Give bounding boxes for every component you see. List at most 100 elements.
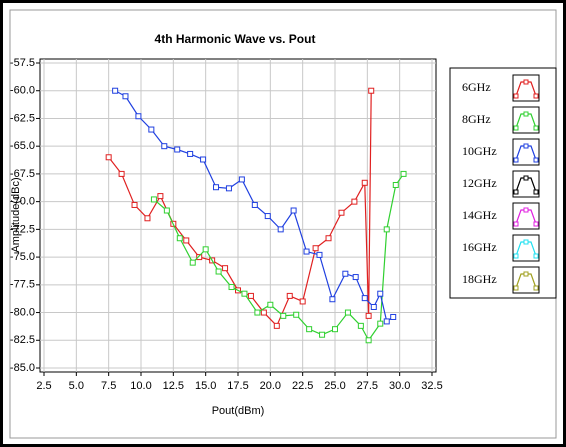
point-marker — [157, 193, 164, 200]
point-marker — [352, 274, 359, 281]
point-marker — [338, 209, 345, 216]
chart-title: 4th Harmonic Wave vs. Pout — [155, 32, 316, 46]
legend-marker — [513, 125, 519, 131]
legend-marker — [533, 93, 539, 99]
point-marker — [400, 170, 407, 177]
point-marker — [189, 259, 196, 266]
legend-label: 14GHz — [462, 208, 497, 222]
point-marker — [306, 326, 313, 333]
point-marker — [280, 312, 287, 319]
legend-marker — [523, 111, 529, 117]
point-marker — [148, 126, 155, 133]
y-axis-label: Amplitude(dBc) — [10, 177, 22, 252]
point-marker — [293, 311, 300, 318]
x-tick-label: 27.5 — [357, 380, 378, 392]
point-marker — [254, 309, 261, 316]
point-marker — [264, 213, 271, 220]
point-marker — [377, 290, 384, 297]
point-marker — [122, 93, 129, 100]
y-tick-label: -80.0 — [10, 306, 35, 318]
legend-marker — [513, 93, 519, 99]
x-tick-label: 25.0 — [324, 380, 345, 392]
legend-marker — [513, 221, 519, 227]
legend-marker — [533, 125, 539, 131]
point-marker — [196, 254, 203, 261]
legend-marker — [523, 271, 529, 277]
y-tick-label: -75.0 — [10, 251, 35, 263]
point-marker — [312, 245, 319, 252]
point-marker — [370, 304, 377, 310]
legend-marker — [513, 253, 519, 259]
legend-label: 18GHz — [462, 272, 497, 286]
point-marker — [135, 113, 142, 120]
y-tick-label: -82.5 — [10, 334, 35, 346]
point-marker — [161, 143, 168, 150]
legend-marker — [523, 207, 529, 213]
point-marker — [357, 322, 364, 329]
legend-label: 6GHz — [462, 80, 491, 94]
legend-marker — [533, 157, 539, 163]
y-tick-label: -70.0 — [10, 196, 35, 208]
legend-marker — [533, 221, 539, 227]
point-marker — [329, 296, 336, 303]
point-marker — [112, 87, 119, 94]
point-marker — [342, 270, 349, 277]
point-marker — [174, 146, 181, 153]
y-tick-label: -57.5 — [10, 57, 35, 69]
point-marker — [118, 170, 125, 177]
point-marker — [361, 295, 368, 302]
point-marker — [144, 215, 151, 222]
x-axis-label: Pout(dBm) — [212, 405, 265, 417]
point-marker — [241, 290, 248, 297]
y-tick-label: -77.5 — [10, 279, 35, 291]
point-marker — [260, 309, 267, 316]
point-marker — [365, 312, 372, 319]
legend-marker — [513, 285, 519, 291]
point-marker — [225, 185, 232, 192]
point-marker — [365, 337, 372, 344]
point-marker — [277, 226, 284, 233]
x-tick-label: 32.5 — [421, 380, 442, 392]
point-marker — [273, 322, 280, 329]
x-tick-label: 20.0 — [260, 380, 281, 392]
legend-marker — [513, 189, 519, 195]
y-tick-label: -60.0 — [10, 85, 35, 97]
point-marker — [290, 207, 297, 214]
x-tick-label: 15.0 — [195, 380, 216, 392]
point-marker — [238, 176, 245, 183]
x-tick-label: 10.0 — [130, 380, 151, 392]
point-marker — [222, 265, 229, 272]
legend-marker — [513, 157, 519, 163]
point-marker — [383, 318, 390, 325]
point-marker — [251, 201, 258, 208]
legend-marker — [523, 79, 529, 85]
point-marker — [163, 207, 170, 214]
y-tick-label: -72.5 — [10, 223, 35, 235]
x-tick-label: 5.0 — [69, 380, 84, 392]
legend-marker — [523, 239, 529, 245]
legend-label: 10GHz — [462, 144, 497, 158]
x-tick-label: 17.5 — [227, 380, 248, 392]
point-marker — [105, 154, 112, 161]
point-marker — [215, 268, 222, 275]
point-marker — [187, 150, 194, 157]
point-marker — [332, 326, 338, 333]
point-marker — [299, 298, 306, 305]
point-marker — [131, 201, 138, 208]
point-marker — [344, 309, 351, 316]
series-line — [153, 173, 405, 342]
point-marker — [286, 292, 293, 299]
point-marker — [319, 331, 326, 338]
point-marker — [377, 320, 384, 327]
legend-marker — [523, 175, 529, 181]
y-tick-label: -85.0 — [10, 362, 35, 374]
x-tick-label: 2.5 — [36, 380, 51, 392]
legend-marker — [533, 189, 539, 195]
point-marker — [213, 184, 220, 191]
y-tick-label: -67.5 — [10, 168, 35, 180]
x-tick-label: 7.5 — [101, 380, 116, 392]
point-marker — [200, 156, 207, 163]
point-marker — [183, 237, 190, 244]
point-marker — [383, 226, 390, 233]
